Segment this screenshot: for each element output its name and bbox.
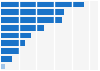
Bar — [1, 25, 44, 31]
Bar — [1, 17, 62, 23]
Bar — [1, 48, 20, 54]
Bar — [1, 40, 25, 46]
Bar — [1, 33, 31, 38]
Bar — [1, 56, 12, 62]
Bar — [1, 2, 84, 7]
Bar — [1, 9, 64, 15]
Bar — [1, 64, 5, 69]
